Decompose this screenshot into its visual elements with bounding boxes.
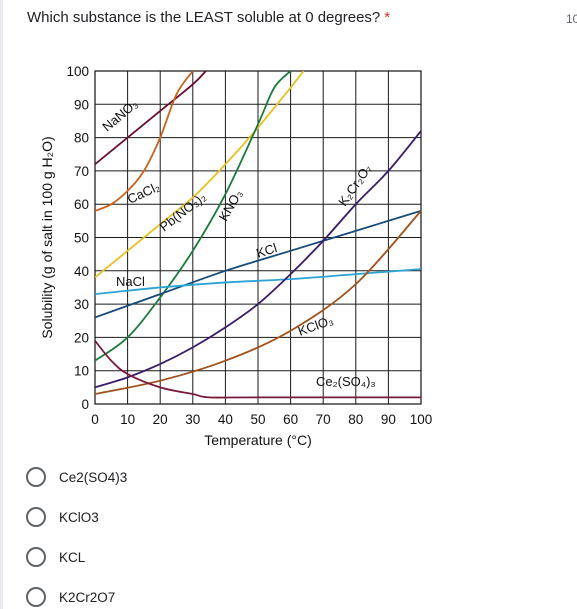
x-tick-label: 0 <box>91 412 99 427</box>
question-text: Which substance is the LEAST soluble at … <box>27 9 381 26</box>
x-tick-label: 20 <box>153 412 168 427</box>
y-tick-label: 60 <box>74 197 89 212</box>
series-line-kcl <box>95 209 421 319</box>
y-tick-label: 10 <box>74 364 89 379</box>
series-label-nacl: NaCl <box>116 274 145 289</box>
x-tick-label: 10 <box>120 412 135 427</box>
option-kcl[interactable]: KCL <box>26 546 85 568</box>
series-line-kclo3 <box>95 210 421 395</box>
x-tick-label: 100 <box>410 412 433 427</box>
y-tick-label: 40 <box>74 264 89 279</box>
x-tick-label: 70 <box>316 412 331 427</box>
radio-circle-icon[interactable] <box>26 467 46 487</box>
option-ce2so43[interactable]: Ce2(SO4)3 <box>26 466 127 488</box>
question-title: Which substance is the LEAST soluble at … <box>27 8 390 28</box>
series-line-ce2so43 <box>95 340 421 399</box>
option-kclo3[interactable]: KClO3 <box>26 506 99 528</box>
y-axis-label: Solubility (g of salt in 100 g H₂O) <box>39 136 55 338</box>
radio-circle-icon[interactable] <box>26 507 46 527</box>
option-k2cr2o7[interactable]: K2Cr2O7 <box>26 586 115 608</box>
radio-circle-icon[interactable] <box>26 587 46 607</box>
y-tick-label: 80 <box>74 131 89 146</box>
x-tick-label: 30 <box>185 412 200 427</box>
x-tick-label: 90 <box>381 412 396 427</box>
series-line-nano3 <box>95 71 207 165</box>
series-line-kno3 <box>95 71 292 362</box>
series-label-ce2so43: Ce₂(SO₄)₃ <box>316 374 376 389</box>
y-tick-label: 20 <box>74 330 89 345</box>
option-label: KClO3 <box>59 509 99 525</box>
series-line-cacl2 <box>95 71 194 212</box>
x-tick-label: 50 <box>250 412 265 427</box>
y-tick-label: 0 <box>81 397 89 412</box>
y-tick-label: 30 <box>74 297 89 312</box>
y-tick-label: 70 <box>74 164 89 179</box>
series-line-pbno32 <box>95 71 305 279</box>
radio-circle-icon[interactable] <box>26 547 46 567</box>
x-tick-label: 80 <box>348 412 363 427</box>
y-tick-label: 100 <box>66 64 89 79</box>
series-label-kcl: KCl <box>254 240 279 261</box>
series-line-k2cr2o7 <box>95 130 421 389</box>
x-axis-label: Temperature (°C) <box>204 432 312 448</box>
option-label: Ce2(SO4)3 <box>59 469 128 485</box>
left-border <box>0 0 3 609</box>
y-tick-label: 50 <box>74 231 89 246</box>
required-asterisk: * <box>384 9 391 26</box>
series-line-nacl <box>95 268 421 296</box>
x-tick-label: 40 <box>218 412 233 427</box>
y-tick-label: 90 <box>74 97 89 112</box>
option-label: K2Cr2O7 <box>59 589 116 605</box>
plot-border <box>94 70 422 405</box>
option-label: KCL <box>59 549 86 565</box>
points-label: 10 <box>566 12 577 26</box>
x-tick-label: 60 <box>283 412 298 427</box>
